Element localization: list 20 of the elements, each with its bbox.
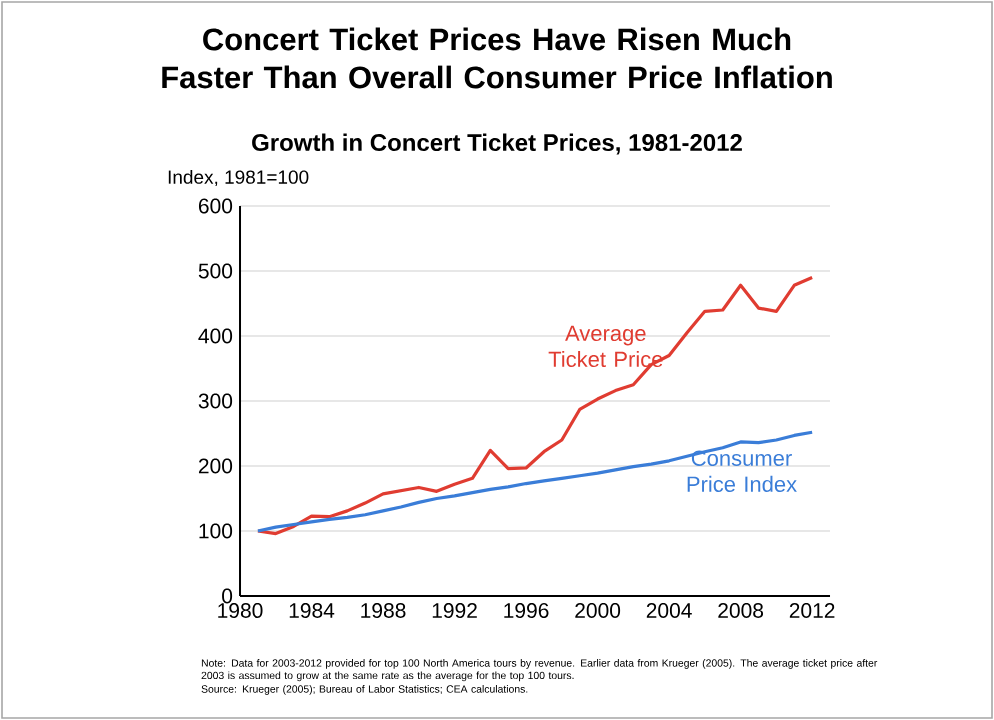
y-tick-label: 300 <box>198 393 233 409</box>
series-label: Consumer Price Index <box>687 450 797 492</box>
y-tick-label: 600 <box>198 198 233 214</box>
y-tick-label: 400 <box>198 328 233 344</box>
x-tick-label: 1992 <box>432 603 477 618</box>
x-tick-label: 1980 <box>218 603 263 618</box>
chart-subtitle: Growth in Concert Ticket Prices, 1981-2012 <box>252 133 742 155</box>
x-tick-label: 1996 <box>504 603 549 618</box>
y-tick-label: 0 <box>222 588 233 604</box>
y-axis-title: Index, 1981=100 <box>168 169 309 187</box>
y-tick-label: 200 <box>198 458 233 474</box>
x-tick-label: 2004 <box>646 603 692 618</box>
x-tick-label: 1984 <box>289 603 335 618</box>
chart-title: Concert Ticket Prices Have Risen Much Faster Than Overall Consumer Price Inflation <box>162 27 832 89</box>
y-tick-label: 100 <box>199 523 233 539</box>
x-tick-label: 2012 <box>789 603 835 618</box>
x-tick-label: 2008 <box>718 603 764 618</box>
x-tick-label: 1988 <box>361 603 406 618</box>
x-tick-label: 2000 <box>575 603 621 618</box>
y-tick-label: 500 <box>198 263 233 279</box>
